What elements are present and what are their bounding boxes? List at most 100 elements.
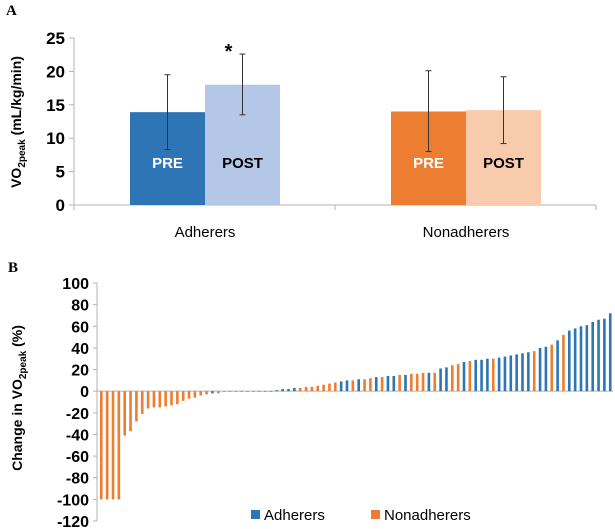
- nonadherer-change-bar: [181, 391, 185, 401]
- adherer-change-bar: [486, 358, 489, 392]
- nonadherer-change-bar: [152, 391, 156, 408]
- nonadherer-change-bar: [410, 373, 413, 392]
- panel-a-axes: 0 5 10 15 20 25 Adherers Nonadherers: [46, 29, 597, 241]
- nonadherer-change-bar: [451, 365, 454, 392]
- nonadherer-change-bar: [228, 391, 232, 392]
- nonadherer-change-bar: [222, 391, 226, 392]
- adherer-change-bar: [544, 346, 548, 392]
- nonadherer-change-bar: [298, 387, 302, 392]
- adherer-change-bar: [591, 321, 594, 392]
- nonadherer-change-bar: [433, 372, 437, 392]
- nonadherer-change-bar: [380, 377, 384, 392]
- nonadherer-change-bar: [263, 391, 267, 392]
- y-tick-label: 0: [80, 384, 89, 401]
- adherer-change-bar: [608, 313, 612, 392]
- y-tick-label: 20: [46, 62, 65, 81]
- bar-label: PRE: [152, 155, 183, 172]
- nonadherer-change-bar: [193, 391, 197, 398]
- bar-label: PRE: [413, 155, 444, 172]
- x-category-label: Nonadherers: [423, 224, 510, 241]
- adherer-change-bar: [462, 361, 466, 392]
- adherer-change-bar: [597, 319, 600, 392]
- panel-b-axes: -120 -100 -80 -60 -40 -20 0 20 40 60 80 100: [57, 276, 613, 529]
- adherer-change-bar: [392, 376, 396, 392]
- legend-swatch-nonadherers: [371, 510, 380, 519]
- legend-label: Adherers: [264, 507, 325, 524]
- adherer-change-bar: [439, 368, 442, 392]
- nonadherer-change-bar: [328, 383, 331, 392]
- nonadherer-change-bar: [205, 391, 208, 395]
- nonadherer-change-bar: [369, 378, 372, 392]
- nonadherer-change-bar: [491, 358, 495, 392]
- adherer-change-bar: [386, 376, 390, 392]
- y-tick-label: -60: [66, 449, 89, 466]
- nonadherer-change-bar: [164, 391, 167, 407]
- nonadherer-change-bar: [246, 391, 249, 392]
- nonadherer-change-bar: [111, 391, 115, 500]
- y-tick-label: 25: [46, 29, 65, 48]
- nonadherer-change-bar: [217, 391, 220, 394]
- adherer-change-bar: [357, 379, 360, 392]
- panel-a-label: A: [6, 3, 17, 19]
- nonadherer-change-bar: [129, 391, 132, 432]
- adherer-change-bar: [427, 372, 431, 392]
- nonadherer-change-bar: [176, 391, 179, 405]
- nonadherer-change-bar: [146, 391, 150, 409]
- adherer-change-bar: [211, 391, 214, 394]
- y-tick-label: 40: [71, 341, 89, 358]
- y-tick-label: -80: [66, 471, 89, 488]
- nonadherer-change-bar: [257, 391, 261, 392]
- adherer-change-bar: [345, 380, 349, 392]
- nonadherer-change-bar: [135, 391, 138, 422]
- y-tick-label: 20: [71, 363, 89, 380]
- y-tick-label: 80: [71, 298, 89, 315]
- adherer-change-bar: [480, 359, 483, 392]
- panel-b-label: B: [8, 260, 18, 276]
- nonadherer-change-bar: [415, 373, 419, 392]
- y-tick-label: 60: [71, 319, 89, 336]
- bar-label: POST: [483, 155, 524, 172]
- adherer-change-bar: [556, 340, 559, 392]
- nonadherer-change-bar: [158, 391, 162, 408]
- adherer-change-bar: [374, 377, 378, 392]
- nonadherer-change-bar: [123, 391, 126, 436]
- panel-b-bars: [100, 313, 612, 500]
- nonadherer-change-bar: [100, 391, 103, 500]
- adherer-change-bar: [281, 389, 284, 392]
- panel-a-bars: PRE POST * PRE POST: [130, 41, 541, 205]
- panel-a-y-axis-label: VO2peak (mL/kg/min): [8, 56, 28, 188]
- y-tick-label: 15: [46, 96, 65, 115]
- legend-swatch-adherers: [251, 510, 260, 519]
- nonadherer-change-bar: [140, 391, 144, 414]
- adherer-change-bar: [527, 352, 530, 392]
- adherer-change-bar: [515, 354, 518, 392]
- adherer-change-bar: [497, 357, 501, 392]
- panel-a: A VO2peak (mL/kg/min) 0 5 10 15 20 25 Adherers…: [6, 3, 597, 241]
- nonadherer-change-bar: [310, 386, 314, 392]
- nonadherer-change-bar: [456, 364, 460, 392]
- nonadherer-change-bar: [532, 351, 536, 392]
- panel-b-y-axis-label: Change in VO2peak (%): [9, 325, 29, 471]
- y-tick-label: -100: [57, 492, 89, 509]
- nonadherer-change-bar: [117, 391, 121, 500]
- adherer-change-bar: [287, 389, 290, 392]
- nonadherer-change-bar: [351, 380, 355, 392]
- nonadherer-change-bar: [562, 334, 565, 392]
- adherer-change-bar: [585, 325, 589, 392]
- nonadherer-change-bar: [240, 391, 243, 392]
- nonadherer-change-bar: [304, 386, 308, 392]
- y-tick-label: 5: [56, 163, 65, 182]
- nonadherer-change-bar: [105, 391, 109, 500]
- nonadherer-change-bar: [334, 382, 337, 392]
- y-tick-label: 100: [62, 276, 89, 293]
- nonadherer-change-bar: [421, 372, 425, 392]
- nonadherer-change-bar: [550, 344, 554, 392]
- nonadherer-change-bar: [363, 379, 366, 392]
- significance-asterisk: *: [225, 41, 233, 63]
- adherer-change-bar: [509, 355, 513, 392]
- nonadherer-change-bar: [170, 391, 173, 406]
- adherer-change-bar: [339, 381, 343, 392]
- nonadherer-change-bar: [316, 385, 320, 392]
- adherer-change-bar: [568, 330, 571, 392]
